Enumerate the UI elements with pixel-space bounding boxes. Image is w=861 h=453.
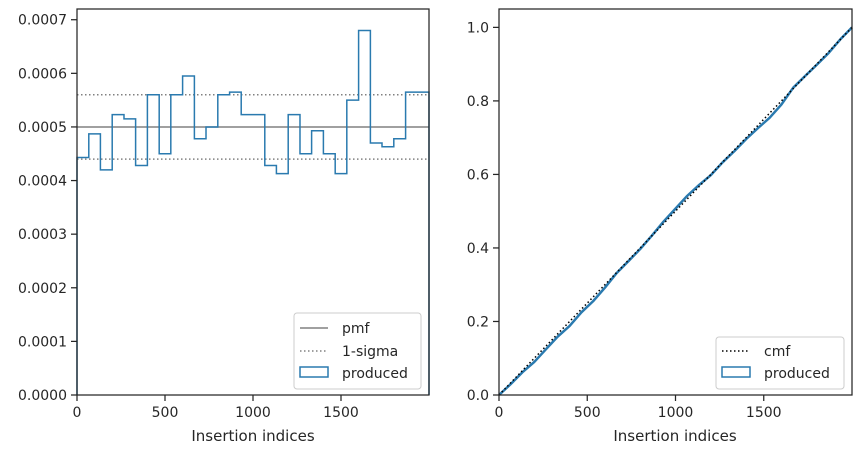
- y-tick-label: 0.0005: [18, 120, 67, 136]
- chart-right-marks: [498, 26, 853, 396]
- produced-histogram: [76, 29, 430, 395]
- y-tick-label: 0.0000: [18, 388, 67, 404]
- chart-right: 0 500 1000 1500 0.0 0.2 0.4 0.6 0.8 1.0 Insertion…: [467, 8, 853, 445]
- x-tick-label: 1500: [323, 405, 359, 421]
- y-tick-label: 0.0004: [18, 174, 67, 190]
- x-tick-label: 0: [73, 405, 82, 421]
- legend-produced-label: produced: [342, 366, 408, 382]
- legend-cmf-label: cmf: [764, 344, 791, 360]
- chart-left-marks: [76, 29, 430, 395]
- chart-left-x-axis-label: Insertion indices: [191, 427, 314, 445]
- legend-box: [715, 336, 845, 390]
- legend-box: [293, 312, 422, 390]
- cmf-line: [498, 26, 853, 396]
- x-tick-label: 1000: [235, 405, 271, 421]
- y-tick-label: 0.0002: [18, 281, 67, 297]
- x-tick-label: 500: [574, 405, 601, 421]
- y-tick-label: 0.0007: [18, 13, 67, 29]
- y-tick-label: 0.0001: [18, 334, 67, 350]
- y-tick-label: 0.0: [467, 388, 489, 404]
- y-tick-label: 0.6: [467, 167, 489, 183]
- chart-left-legend: pmf 1-sigma produced: [293, 312, 422, 390]
- legend-produced-swatch: [299, 366, 329, 378]
- y-tick-label: 0.8: [467, 94, 489, 110]
- chart-right-ticks: 0 500 1000 1500 0.0 0.2 0.4 0.6 0.8 1.0: [467, 20, 782, 421]
- y-tick-label: 0.2: [467, 314, 489, 330]
- y-tick-label: 0.0003: [18, 227, 67, 243]
- chart-right-legend: cmf produced: [715, 336, 845, 390]
- x-tick-label: 500: [152, 405, 179, 421]
- legend-produced-label: produced: [764, 366, 830, 382]
- chart-right-x-axis-label: Insertion indices: [613, 427, 736, 445]
- x-tick-label: 0: [495, 405, 504, 421]
- legend-1-sigma-label: 1-sigma: [342, 344, 398, 360]
- chart-left-ticks: 0 500 1000 1500 0.0000 0.0001 0.0002 0.0003 0.00…: [18, 13, 359, 421]
- chart-left: 0 500 1000 1500 0.0000 0.0001 0.0002 0.0003 0.00…: [18, 8, 430, 445]
- y-tick-label: 0.0006: [18, 66, 67, 82]
- y-tick-label: 1.0: [467, 20, 489, 36]
- y-tick-label: 0.4: [467, 241, 489, 257]
- x-tick-label: 1000: [658, 405, 694, 421]
- legend-pmf-label: pmf: [342, 321, 371, 337]
- x-tick-label: 1500: [746, 405, 782, 421]
- legend-produced-swatch: [721, 366, 751, 378]
